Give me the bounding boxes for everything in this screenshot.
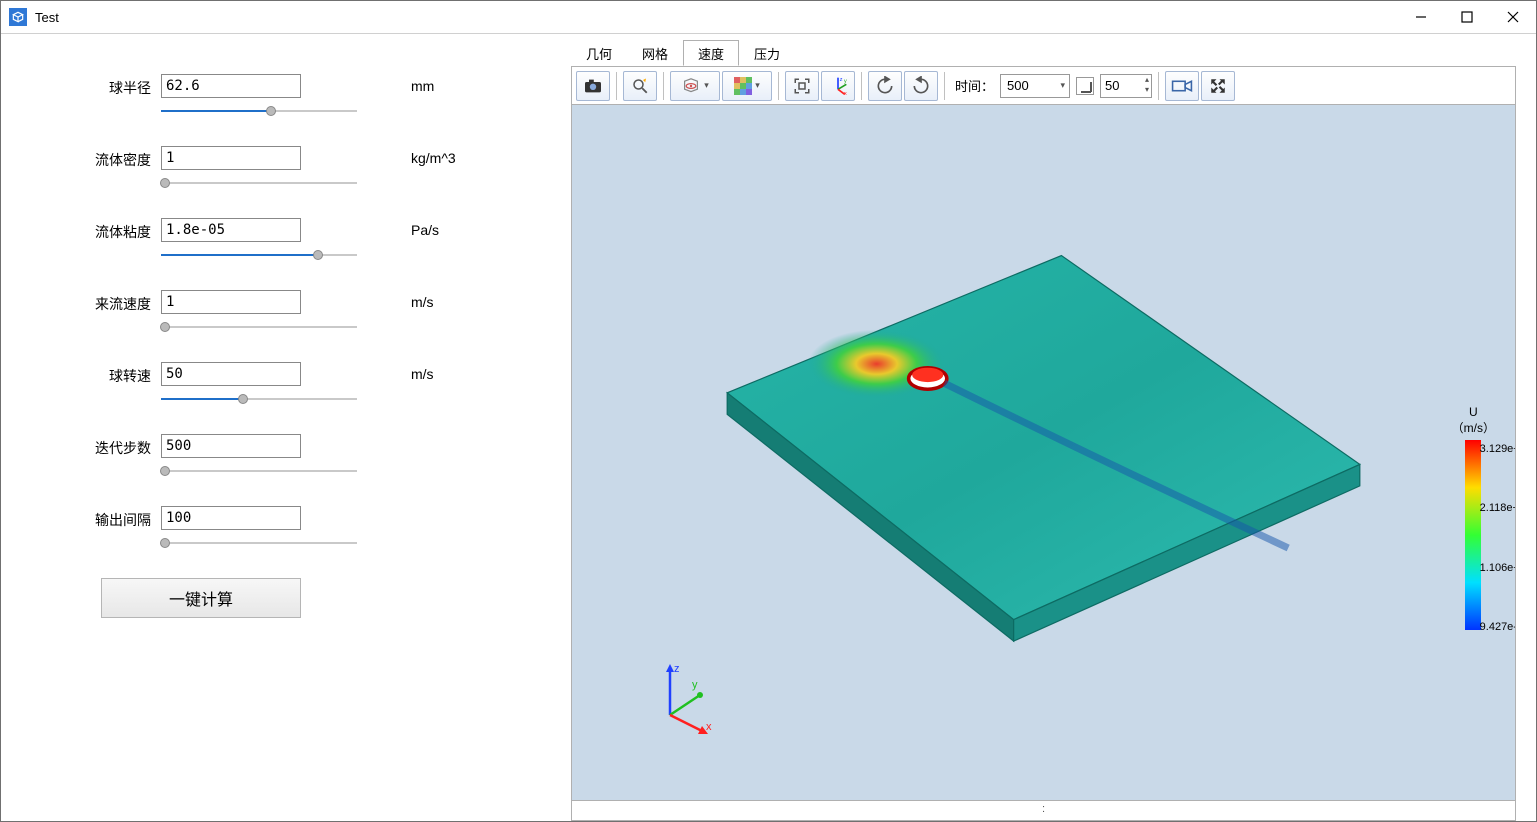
- 3d-viewport[interactable]: U （m/s） 3.129e+00 2.118e+00 1.106e+00 9.427…: [572, 105, 1515, 800]
- window-title: Test: [35, 10, 59, 25]
- viewer-statusbar: :: [572, 800, 1515, 820]
- param-input[interactable]: [161, 218, 301, 242]
- titlebar: Test: [1, 1, 1536, 33]
- param-label: 输出间隔: [1, 506, 161, 530]
- param-label: 迭代步数: [1, 434, 161, 458]
- app-window: Test 球半径 mm 流体密度 kg/m^3 流体粘度 Pa/s 来流速度 m/s 球转速 m/…: [0, 0, 1537, 822]
- step-spinner[interactable]: 50: [1100, 74, 1152, 98]
- legend-tick: 3.129e+00: [1480, 443, 1515, 455]
- legend-tick: 1.106e+00: [1480, 562, 1515, 574]
- param-row-1: 流体密度 kg/m^3: [1, 146, 531, 190]
- time-select[interactable]: 500: [1000, 74, 1070, 98]
- tab-速度[interactable]: 速度: [683, 40, 739, 66]
- fullscreen-button[interactable]: [1201, 71, 1235, 101]
- viewer-toolbar: zy x 时间： 500 50: [572, 67, 1515, 105]
- tab-网格[interactable]: 网格: [627, 40, 683, 66]
- window-controls: [1398, 1, 1536, 33]
- param-label: 球转速: [1, 362, 161, 386]
- legend-tick: 9.427e-02: [1480, 621, 1515, 633]
- param-row-4: 球转速 m/s: [1, 362, 531, 406]
- axes-button[interactable]: zy x: [821, 71, 855, 101]
- legend-title: U: [1452, 405, 1495, 419]
- param-input[interactable]: [161, 434, 301, 458]
- param-slider[interactable]: [161, 536, 357, 550]
- minimize-button[interactable]: [1398, 1, 1444, 33]
- param-slider[interactable]: [161, 104, 357, 118]
- svg-text:x: x: [706, 721, 712, 733]
- param-input[interactable]: [161, 506, 301, 530]
- param-unit: [361, 434, 411, 438]
- screenshot-button[interactable]: [576, 71, 610, 101]
- camera-perspective-button[interactable]: [1165, 71, 1199, 101]
- parameter-panel: 球半径 mm 流体密度 kg/m^3 流体粘度 Pa/s 来流速度 m/s 球转速 m/s 迭代步数…: [1, 34, 561, 821]
- param-slider[interactable]: [161, 248, 357, 262]
- param-row-3: 来流速度 m/s: [1, 290, 531, 334]
- time-label: 时间：: [955, 76, 994, 95]
- param-slider[interactable]: [161, 392, 357, 406]
- tab-压力[interactable]: 压力: [739, 40, 795, 66]
- param-input[interactable]: [161, 290, 301, 314]
- param-unit: m/s: [361, 290, 434, 310]
- param-row-0: 球半径 mm: [1, 74, 531, 118]
- legend-unit: （m/s）: [1452, 419, 1495, 436]
- param-unit: Pa/s: [361, 218, 439, 238]
- param-unit: m/s: [361, 362, 434, 382]
- legend-ticks: 3.129e+00 2.118e+00 1.106e+00 9.427e-02: [1480, 443, 1515, 633]
- fit-view-button[interactable]: [785, 71, 819, 101]
- param-unit: [361, 506, 411, 510]
- rotate-cw-button[interactable]: [904, 71, 938, 101]
- svg-text:z: z: [840, 77, 843, 83]
- colormap-dropdown[interactable]: [722, 71, 772, 101]
- content-body: 球半径 mm 流体密度 kg/m^3 流体粘度 Pa/s 来流速度 m/s 球转速 m/s 迭代步数…: [1, 33, 1536, 821]
- param-input[interactable]: [161, 362, 301, 386]
- param-row-6: 输出间隔: [1, 506, 531, 550]
- visualization-panel: 几何网格速度压力 zyx 时间： 500: [561, 34, 1536, 821]
- view-mode-dropdown[interactable]: [670, 71, 720, 101]
- param-input[interactable]: [161, 74, 301, 98]
- param-label: 球半径: [1, 74, 161, 98]
- rotate-ccw-button[interactable]: [868, 71, 902, 101]
- color-legend: U （m/s） 3.129e+002.118e+001.106e+009.427…: [1452, 405, 1495, 634]
- svg-text:x: x: [844, 91, 847, 96]
- param-unit: kg/m^3: [361, 146, 456, 166]
- legend-tick: 2.118e+00: [1480, 502, 1515, 514]
- maximize-button[interactable]: [1444, 1, 1490, 33]
- param-input[interactable]: [161, 146, 301, 170]
- param-slider[interactable]: [161, 464, 357, 478]
- search-button[interactable]: [623, 71, 657, 101]
- param-label: 流体密度: [1, 146, 161, 170]
- param-label: 流体粘度: [1, 218, 161, 242]
- svg-text:z: z: [674, 663, 680, 675]
- param-row-2: 流体粘度 Pa/s: [1, 218, 531, 262]
- app-icon: [9, 8, 27, 26]
- param-label: 来流速度: [1, 290, 161, 314]
- axis-gizmo: z y x: [652, 660, 722, 740]
- param-unit: mm: [361, 74, 434, 94]
- calculate-button[interactable]: 一键计算: [101, 578, 301, 618]
- view-tabs: 几何网格速度压力: [561, 40, 1536, 66]
- svg-text:y: y: [844, 78, 847, 84]
- param-slider[interactable]: [161, 320, 357, 334]
- svg-text:y: y: [692, 679, 698, 691]
- viewer-frame: zyx 时间： 500 50: [571, 66, 1516, 821]
- close-button[interactable]: [1490, 1, 1536, 33]
- tab-几何[interactable]: 几何: [571, 40, 627, 66]
- param-slider[interactable]: [161, 176, 357, 190]
- param-row-5: 迭代步数: [1, 434, 531, 478]
